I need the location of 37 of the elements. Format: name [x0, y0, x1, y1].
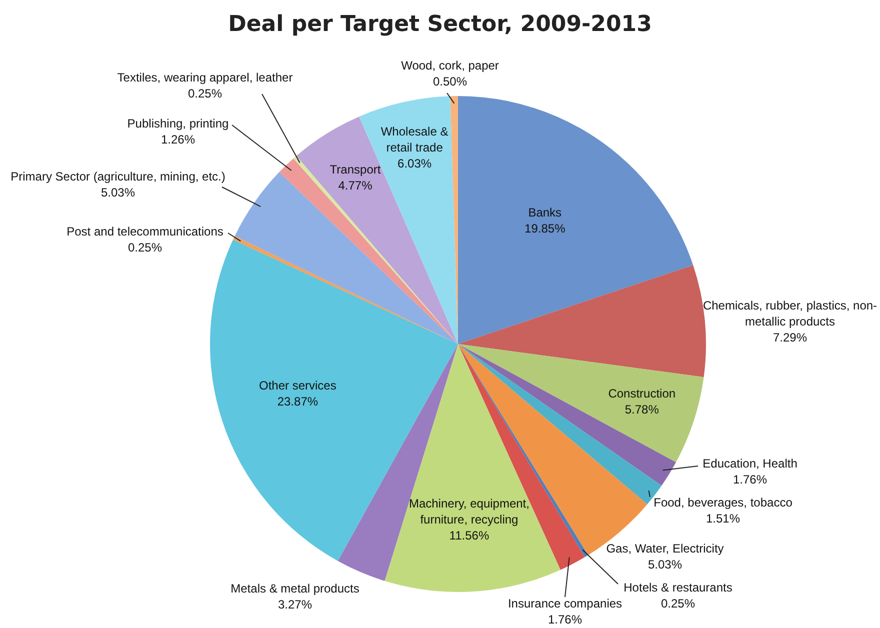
slice-label: Publishing, printing: [127, 116, 229, 130]
slice-label: Wood, cork, paper: [401, 58, 499, 72]
chart-title: Deal per Target Sector, 2009-2013: [227, 12, 653, 37]
data-label: 3.27%: [278, 597, 312, 612]
slice-label: Food, beverages, tobacco: [654, 495, 793, 510]
slice-label: Textiles, wearing apparel, leather: [117, 70, 293, 84]
slice-label: Wholesale & retail trade: [380, 124, 448, 155]
slice-label: Post and telecommunications: [66, 224, 224, 238]
data-label: 4.77%: [338, 178, 373, 192]
slice-label: Machinery, equipment, furniture, recycling: [408, 496, 530, 527]
slice-label: Education, Health: [702, 456, 798, 470]
slice-label: Other services: [258, 378, 336, 393]
slice-label: Insurance companies: [508, 596, 622, 610]
data-label: 11.56%: [449, 528, 490, 543]
data-label: 5.78%: [624, 402, 660, 416]
slice-label: Banks: [528, 206, 562, 220]
data-label: 6.03%: [398, 156, 432, 171]
data-label: 5.03%: [648, 557, 682, 572]
data-label: 19.85%: [524, 222, 566, 236]
data-label: 0.25%: [188, 86, 222, 100]
slice-label: Hotels & restaurants: [624, 580, 732, 594]
data-label: 0.50%: [432, 74, 468, 88]
data-label: 1.26%: [160, 132, 196, 146]
data-label: 0.25%: [128, 240, 162, 254]
slice-label: Gas, Water, Electricity: [606, 541, 724, 556]
data-label: 7.29%: [772, 330, 808, 344]
data-label: 1.76%: [732, 472, 768, 486]
data-label: 23.87%: [277, 394, 318, 409]
data-label: 0.25%: [660, 596, 696, 610]
slice-label: Transport: [330, 162, 382, 176]
data-label: 1.76%: [548, 612, 582, 626]
data-label: 5.03%: [100, 185, 136, 200]
slice-label: Primary Sector (agriculture, mining, etc.): [10, 169, 226, 184]
data-label: 1.51%: [706, 511, 740, 526]
slice-label: Metals & metal products: [230, 581, 360, 596]
slice-label: Chemicals, rubber, plastics, non-metallic products: [702, 298, 878, 328]
slice-label: Construction: [608, 386, 676, 400]
